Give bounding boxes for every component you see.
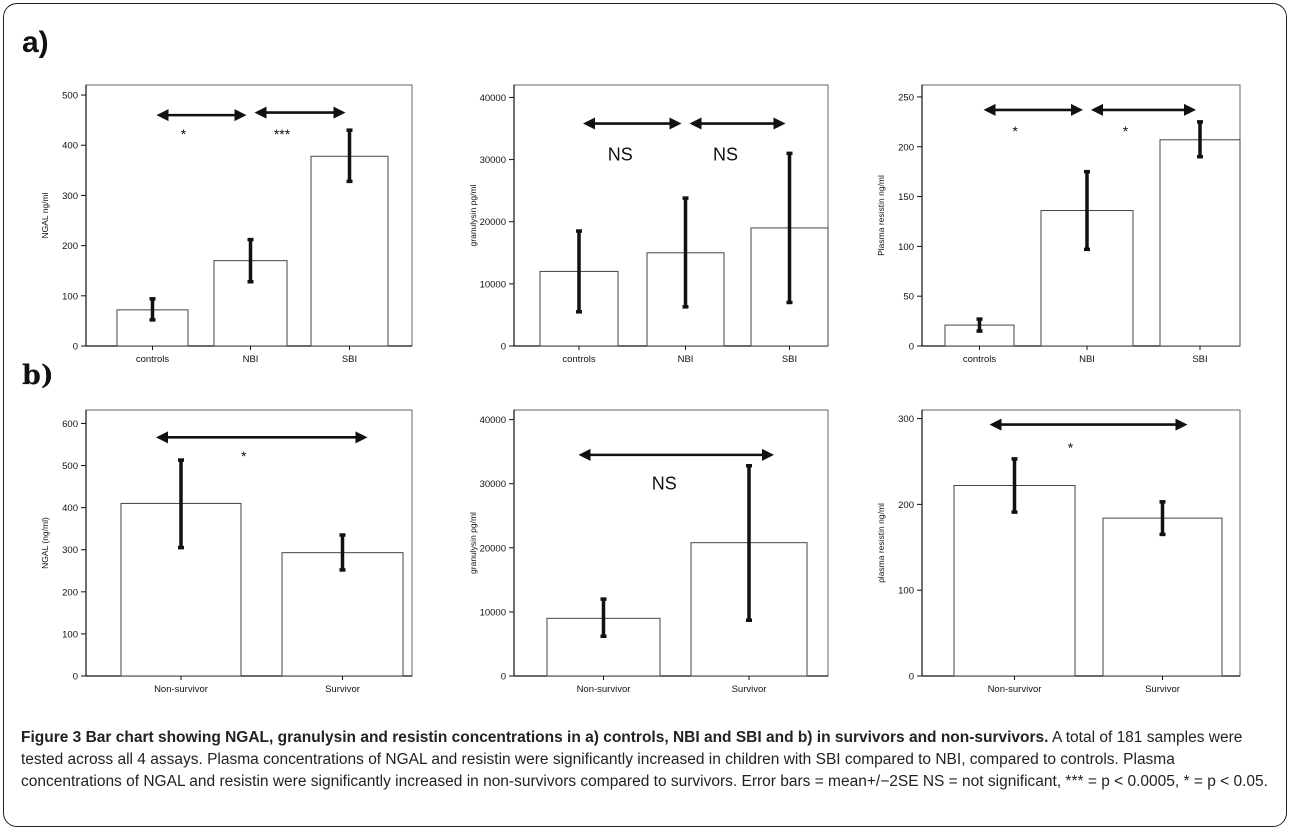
panel-label-b: b) [22, 360, 54, 391]
arrowhead-left [156, 431, 168, 444]
x-tick-label: SBI [342, 354, 357, 365]
y-tick-label: 20000 [480, 217, 506, 228]
arrowhead-right [1184, 103, 1196, 116]
y-tick-label: 200 [898, 500, 914, 511]
arrowhead-right [1175, 418, 1188, 431]
significance-label: * [1068, 440, 1074, 456]
figure-caption: Figure 3 Bar chart showing NGAL, granuly… [21, 727, 1273, 793]
y-tick-label: 150 [898, 192, 914, 203]
significance-label: *** [274, 126, 291, 142]
y-tick-label: 40000 [480, 93, 506, 104]
y-tick-label: 0 [73, 672, 78, 683]
significance-label: * [181, 126, 187, 142]
bar [1159, 139, 1241, 347]
y-axis-label: plasma resistin ng/ml [876, 503, 886, 583]
y-tick-label: 300 [62, 191, 78, 202]
y-tick-label: 200 [62, 587, 78, 598]
significance-label: * [1013, 123, 1019, 139]
x-tick-label: Survivor [325, 684, 360, 695]
x-tick-label: SBI [1192, 354, 1207, 365]
significance-label: * [1123, 123, 1129, 139]
arrowhead-left [156, 109, 169, 122]
y-tick-label: 40000 [480, 415, 506, 426]
y-axis-label: granulysin pg/ml [468, 184, 478, 246]
y-tick-label: 500 [62, 91, 78, 102]
x-tick-label: Non-survivor [577, 684, 631, 695]
y-tick-label: 200 [62, 241, 78, 252]
arrowhead-right [234, 109, 247, 122]
y-tick-label: 10000 [480, 607, 506, 618]
y-tick-label: 250 [898, 92, 914, 103]
y-tick-label: 500 [62, 461, 78, 472]
caption-body: A total of 181 samples were tested acros… [21, 729, 1268, 790]
y-tick-label: 400 [62, 503, 78, 514]
y-tick-label: 0 [73, 342, 78, 353]
bar [953, 485, 1076, 677]
bar [1102, 517, 1223, 677]
y-tick-label: 400 [62, 141, 78, 152]
y-tick-label: 0 [909, 672, 914, 683]
arrowhead-left [254, 106, 267, 119]
y-tick-label: 300 [898, 414, 914, 425]
bar [281, 552, 404, 677]
arrowhead-left [583, 117, 595, 130]
y-tick-label: 50 [903, 292, 914, 303]
arrowhead-right [355, 431, 368, 444]
x-tick-label: Non-survivor [988, 684, 1042, 695]
y-tick-label: 100 [898, 242, 914, 253]
significance-label: NS [608, 145, 633, 165]
y-axis-label: Plasma resistin ng/ml [876, 175, 886, 256]
x-tick-label: controls [963, 354, 997, 365]
panel-label-a: a) [22, 26, 49, 59]
arrowhead-left [989, 418, 1002, 431]
arrowhead-right [773, 117, 786, 130]
arrowhead-left [983, 103, 996, 116]
y-axis-label: NGAL (ng/ml) [40, 517, 50, 569]
caption-title: Figure 3 Bar chart showing NGAL, granuly… [21, 729, 1049, 746]
y-tick-label: 300 [62, 545, 78, 556]
y-tick-label: 0 [501, 342, 506, 353]
y-tick-label: 20000 [480, 543, 506, 554]
x-tick-label: Survivor [1145, 684, 1180, 695]
significance-label: * [241, 448, 247, 464]
arrowhead-right [333, 106, 346, 119]
bar [310, 155, 389, 347]
y-tick-label: 30000 [480, 155, 506, 166]
arrowhead-right [669, 117, 682, 130]
y-tick-label: 0 [909, 342, 914, 353]
y-axis-label: granulysin pg/ml [468, 512, 478, 574]
y-tick-label: 200 [898, 142, 914, 153]
y-tick-label: 100 [62, 291, 78, 302]
arrowhead-right [1071, 103, 1083, 116]
x-tick-label: NBI [243, 354, 259, 365]
significance-label: NS [713, 145, 738, 165]
x-tick-label: controls [562, 354, 596, 365]
y-tick-label: 0 [501, 672, 506, 683]
y-tick-label: 100 [898, 586, 914, 597]
x-tick-label: Survivor [732, 684, 767, 695]
x-tick-label: controls [136, 354, 170, 365]
y-axis-label: NGAL ng/ml [40, 192, 50, 238]
x-tick-label: SBI [782, 354, 797, 365]
y-tick-label: 100 [62, 629, 78, 640]
figure-frame [3, 3, 1287, 827]
x-tick-label: NBI [1079, 354, 1095, 365]
x-tick-label: NBI [678, 354, 694, 365]
arrowhead-left [578, 448, 591, 461]
y-tick-label: 10000 [480, 279, 506, 290]
arrowhead-left [689, 117, 702, 130]
significance-label: NS [652, 474, 677, 494]
arrowhead-right [762, 448, 774, 461]
y-tick-label: 600 [62, 419, 78, 430]
x-tick-label: Non-survivor [154, 684, 208, 695]
arrowhead-left [1091, 103, 1103, 116]
y-tick-label: 30000 [480, 479, 506, 490]
